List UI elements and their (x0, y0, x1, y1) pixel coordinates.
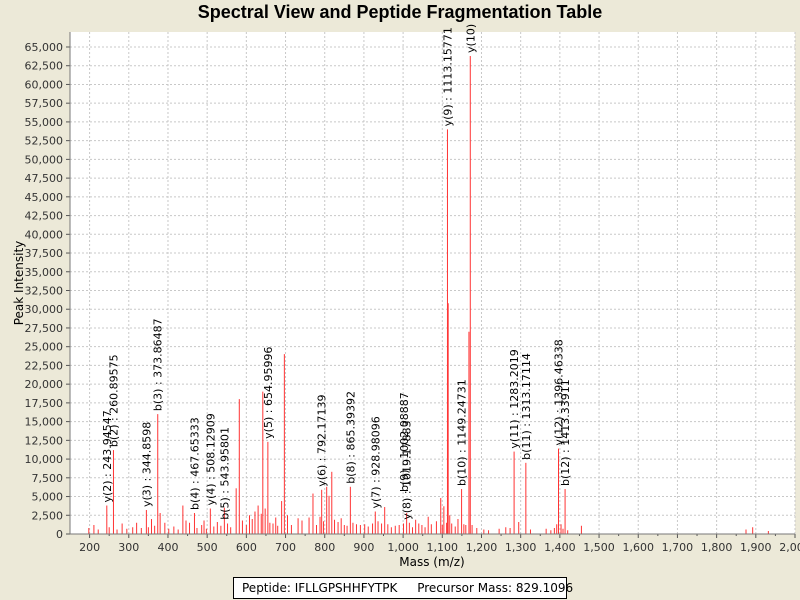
y-tick-label: 57,500 (25, 97, 64, 110)
y-tick-label: 30,000 (25, 303, 64, 316)
x-tick-label: 1,400 (544, 541, 576, 554)
axis-layer: 200 300 400 500 600 700 800 900 1,000 1,100 1,200 1… (25, 32, 800, 554)
y-tick-label: 5,000 (32, 491, 64, 504)
y-tick-label: 40,000 (25, 228, 64, 241)
ion-annotation: y(9) : 1113.15771 (441, 27, 454, 126)
y-tick-label: 60,000 (25, 78, 64, 91)
ion-annotation: y(10) (464, 24, 477, 53)
y-tick-label: 20,000 (25, 378, 64, 391)
x-tick-label: 400 (157, 541, 178, 554)
y-tick-label: 45,000 (25, 191, 64, 204)
ion-annotation: b(5) : 543.95801 (218, 427, 231, 520)
x-tick-label: 200 (79, 541, 100, 554)
ion-annotation: b(2) : 260.89575 (107, 354, 120, 447)
y-axis-title: Peak Intensity (12, 241, 26, 326)
ion-annotation: y(11) : 1283.2019 (508, 349, 521, 448)
ion-annotation: y(3) : 344.8598 (140, 422, 153, 507)
x-tick-label: 600 (236, 541, 257, 554)
chart-title: Spectral View and Peptide Fragmentation … (197, 2, 603, 22)
y-tick-label: 25,000 (25, 341, 64, 354)
ion-annotation: b(9) : 1002.08887 (398, 392, 411, 492)
x-tick-label: 1,800 (701, 541, 733, 554)
plot-area (70, 32, 795, 534)
ion-annotation: b(12) : 1413.33911 (559, 379, 572, 486)
x-tick-label: 1,500 (583, 541, 615, 554)
legend-peptide: Peptide: IFLLGPSHHFYTPK (242, 581, 398, 595)
y-tick-label: 62,500 (25, 60, 64, 73)
ion-annotation: y(12) : 1396.46338 (552, 339, 565, 445)
y-tick-label: 65,000 (25, 41, 64, 54)
y-tick-label: 0 (56, 528, 63, 541)
y-tick-label: 35,000 (25, 266, 64, 279)
y-tick-label: 27,500 (25, 322, 64, 335)
ion-annotation: b(11) : 1313.17114 (520, 353, 533, 460)
legend-box: Peptide: IFLLGPSHHFYTPK Precursor Mass: … (233, 577, 573, 599)
x-tick-label: 2,000 (779, 541, 800, 554)
x-tick-label: 500 (197, 541, 218, 554)
x-tick-label: 800 (314, 541, 335, 554)
x-tick-label: 900 (353, 541, 374, 554)
peak-layer (88, 55, 769, 534)
ion-annotation: b(10) : 1149.24731 (456, 379, 469, 486)
ion-annotation: y(5) : 654.95996 (262, 347, 275, 439)
y-tick-label: 37,500 (25, 247, 64, 260)
x-tick-label: 1,000 (387, 541, 419, 554)
x-tick-label: 1,100 (427, 541, 459, 554)
ion-annotation: y(6) : 792.17139 (316, 395, 329, 487)
y-tick-label: 22,500 (25, 359, 64, 372)
ion-annotation: b(4) : 467.65333 (188, 417, 201, 510)
x-tick-label: 1,200 (466, 541, 498, 554)
y-tick-label: 17,500 (25, 397, 64, 410)
y-tick-label: 50,000 (25, 153, 64, 166)
y-tick-label: 42,500 (25, 210, 64, 223)
y-tick-label: 47,500 (25, 172, 64, 185)
y-tick-label: 12,500 (25, 434, 64, 447)
x-tick-label: 1,900 (740, 541, 772, 554)
ion-annotation: y(7) : 928.98096 (369, 416, 382, 508)
ion-annotation: y(2) : 243.94547 (101, 410, 114, 502)
ion-annotation: y(4) : 508.12909 (204, 413, 217, 505)
y-tick-label: 10,000 (25, 453, 64, 466)
x-tick-label: 1,300 (505, 541, 537, 554)
x-tick-label: 1,600 (622, 541, 654, 554)
y-tick-label: 15,000 (25, 416, 64, 429)
x-axis-title: Mass (m/z) (399, 555, 464, 569)
legend-precursor: Precursor Mass: 829.1096 (417, 581, 574, 595)
y-tick-label: 55,000 (25, 116, 64, 129)
ion-annotation: y(8) : 1019.17883 (401, 420, 414, 519)
y-tick-label: 7,500 (32, 472, 64, 485)
ion-annotation: b(8) : 865.39392 (344, 391, 357, 484)
x-tick-label: 700 (275, 541, 296, 554)
y-tick-label: 52,500 (25, 135, 64, 148)
x-tick-label: 300 (118, 541, 139, 554)
y-tick-label: 2,500 (32, 509, 64, 522)
y-tick-label: 32,500 (25, 284, 64, 297)
ion-annotation: b(3) : 373.86487 (152, 318, 165, 411)
x-tick-label: 1,700 (662, 541, 694, 554)
